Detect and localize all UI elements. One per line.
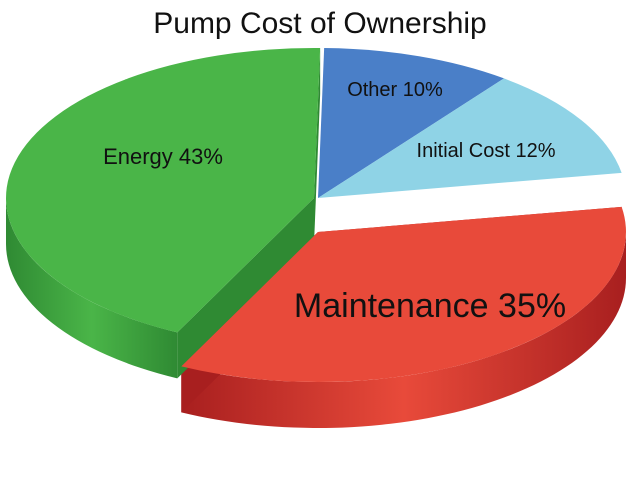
slice-side-maintenance [181, 232, 626, 428]
slice-label-energy: Energy 43% [103, 144, 223, 169]
slice-cut-energy-1 [314, 48, 321, 244]
slice-maintenance [181, 206, 626, 382]
slices-layer [6, 47, 626, 428]
chart-title: Pump Cost of Ownership [153, 7, 486, 40]
slice-cut-energy-0 [177, 198, 314, 379]
slice-label-maintenance: Maintenance 35% [294, 287, 566, 325]
slice-other [318, 48, 504, 198]
slice-initial-cost [318, 78, 622, 198]
slice-label-initial-cost: Initial Cost 12% [417, 140, 556, 162]
slice-energy [6, 47, 321, 333]
labels-layer: Other 10% Initial Cost 12% Maintenance 35%… [103, 79, 566, 325]
slice-side-energy [6, 198, 178, 379]
slice-label-other: Other 10% [347, 79, 443, 101]
